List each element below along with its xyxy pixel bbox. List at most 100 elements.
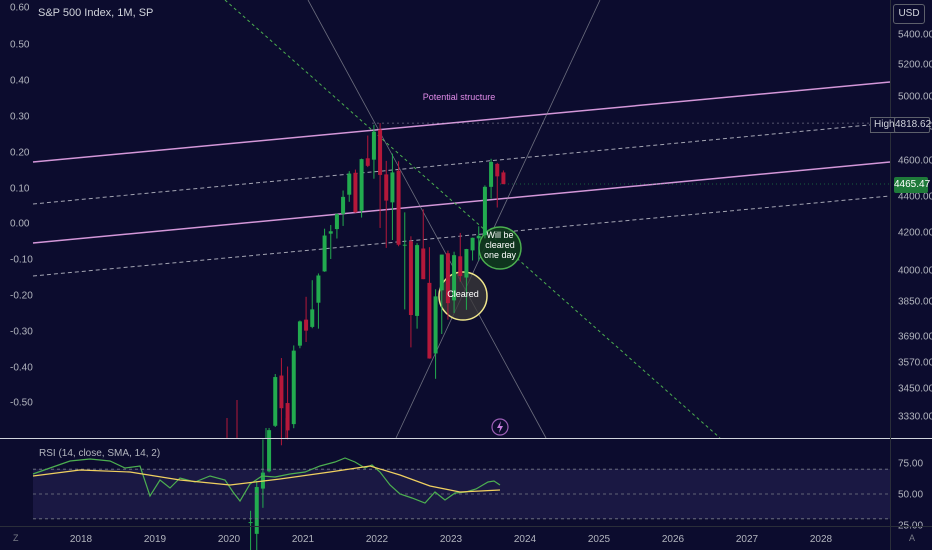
candle-body-up[interactable] bbox=[347, 173, 352, 195]
percent-tick-label: 0.20 bbox=[10, 148, 30, 159]
percent-tick-label: -0.40 bbox=[10, 363, 33, 374]
percent-tick-label: 0.00 bbox=[10, 219, 30, 230]
fan-line-down[interactable] bbox=[307, 0, 547, 439]
time-tick-label: 2023 bbox=[440, 534, 463, 545]
candle-body-down[interactable] bbox=[396, 170, 401, 245]
structure-annotation[interactable]: Potential structure bbox=[423, 92, 496, 102]
candle-body-down[interactable] bbox=[384, 174, 389, 201]
candle-body-up[interactable] bbox=[464, 249, 469, 278]
candle-body-up[interactable] bbox=[433, 296, 438, 354]
candle-body-up[interactable] bbox=[489, 161, 494, 187]
candle-body-up[interactable] bbox=[273, 377, 278, 426]
percent-tick-label: -0.50 bbox=[10, 398, 33, 409]
percent-tick-label: 0.30 bbox=[10, 112, 30, 123]
percent-tick-label: 0.10 bbox=[10, 184, 30, 195]
last-price-badge: 4465.47 bbox=[894, 177, 930, 193]
candle-body-down[interactable] bbox=[445, 253, 450, 304]
candle-body-up[interactable] bbox=[254, 487, 259, 534]
main-pane bbox=[0, 0, 890, 438]
candles-group bbox=[226, 123, 506, 550]
time-tick-label: 2024 bbox=[514, 534, 537, 545]
structure-upper-line[interactable] bbox=[32, 81, 891, 163]
rsi-indicator-label[interactable]: RSI (14, close, SMA, 14, 2) bbox=[39, 448, 161, 459]
will-be-cleared-annotation[interactable]: one day bbox=[484, 250, 517, 260]
percent-tick-label: 0.40 bbox=[10, 76, 30, 87]
candle-body-up[interactable] bbox=[470, 237, 475, 251]
candle-body-up[interactable] bbox=[476, 235, 481, 239]
will-be-cleared-annotation[interactable]: Will be bbox=[486, 230, 513, 240]
candle-body-up[interactable] bbox=[267, 430, 272, 472]
price-tick-label: 4200.00 bbox=[898, 228, 932, 239]
time-tick-label: 2025 bbox=[588, 534, 611, 545]
percent-tick-label: 0.60 bbox=[10, 3, 30, 14]
candle-body-down[interactable] bbox=[408, 241, 413, 316]
candle-body-down[interactable] bbox=[378, 129, 383, 175]
candle-body-down[interactable] bbox=[285, 403, 290, 431]
candle-body-up[interactable] bbox=[452, 255, 457, 301]
structure-lower-dashed-line[interactable] bbox=[32, 195, 891, 277]
price-tick-label: 5000.00 bbox=[898, 92, 932, 103]
time-tick-label: 2020 bbox=[218, 534, 241, 545]
time-tick-label: 2021 bbox=[292, 534, 315, 545]
price-tick-label: 3330.00 bbox=[898, 412, 932, 423]
timezone-toggle[interactable]: Z bbox=[13, 533, 19, 543]
candle-body-up[interactable] bbox=[402, 244, 407, 246]
rsi-tick-label: 75.00 bbox=[898, 459, 923, 470]
candle-body-up[interactable] bbox=[334, 214, 339, 230]
candle-body-up[interactable] bbox=[248, 522, 253, 524]
candle-body-up[interactable] bbox=[310, 309, 315, 327]
candle-body-up[interactable] bbox=[390, 172, 395, 203]
fan-line-up[interactable] bbox=[395, 0, 601, 439]
candle-body-up[interactable] bbox=[439, 254, 444, 291]
auto-scale-button[interactable]: A bbox=[909, 533, 916, 543]
will-be-cleared-annotation[interactable]: cleared bbox=[485, 240, 515, 250]
candle-body-down[interactable] bbox=[304, 319, 309, 331]
candle-body-up[interactable] bbox=[415, 245, 420, 316]
rsi-tick-label: 50.00 bbox=[898, 490, 923, 501]
currency-button[interactable]: USD bbox=[893, 4, 925, 24]
time-tick-label: 2026 bbox=[662, 534, 685, 545]
candle-body-down[interactable] bbox=[427, 282, 432, 359]
candle-body-down[interactable] bbox=[458, 256, 463, 277]
candle-body-up[interactable] bbox=[371, 131, 376, 160]
candle-body-down[interactable] bbox=[421, 248, 426, 280]
time-tick-label: 2018 bbox=[70, 534, 93, 545]
candle-body-up[interactable] bbox=[341, 196, 346, 214]
rsi-sma-line[interactable] bbox=[32, 465, 501, 493]
cleared-marker-circle[interactable] bbox=[438, 271, 488, 321]
symbol-title[interactable]: S&P 500 Index, 1M, SP bbox=[38, 7, 154, 19]
price-tick-label: 3570.00 bbox=[898, 358, 932, 369]
price-tick-label: 3690.00 bbox=[898, 332, 932, 343]
candle-body-up[interactable] bbox=[316, 275, 321, 303]
candle-body-down[interactable] bbox=[501, 172, 506, 185]
price-tick-label: 5400.00 bbox=[898, 30, 932, 41]
rsi-line[interactable] bbox=[32, 457, 501, 504]
time-tick-label: 2019 bbox=[144, 534, 167, 545]
candle-body-down[interactable] bbox=[365, 158, 370, 166]
candle-body-up[interactable] bbox=[291, 350, 296, 425]
alert-lightning-icon[interactable] bbox=[491, 418, 509, 436]
percent-tick-label: -0.30 bbox=[10, 327, 33, 338]
structure-lower-line[interactable] bbox=[32, 161, 891, 244]
candle-body-down[interactable] bbox=[353, 172, 358, 213]
candle-body-up[interactable] bbox=[328, 231, 333, 234]
time-tick-label: 2027 bbox=[736, 534, 759, 545]
percent-tick-label: -0.20 bbox=[10, 291, 33, 302]
percent-tick-label: 0.50 bbox=[10, 40, 30, 51]
lightning-glyph bbox=[497, 421, 503, 433]
candle-body-up[interactable] bbox=[482, 186, 487, 236]
cleared-annotation[interactable]: Cleared bbox=[447, 289, 479, 299]
high-price-badge: 4818.62 bbox=[894, 117, 931, 133]
price-tick-label: 3450.00 bbox=[898, 384, 932, 395]
candle-body-down[interactable] bbox=[279, 375, 284, 409]
candle-body-up[interactable] bbox=[297, 321, 302, 346]
structure-mid-dashed-line[interactable] bbox=[32, 122, 891, 205]
descending-trend-line[interactable] bbox=[224, 0, 721, 439]
price-tick-label: 4400.00 bbox=[898, 192, 932, 203]
candle-body-up[interactable] bbox=[359, 159, 364, 211]
candle-body-down[interactable] bbox=[495, 163, 500, 177]
price-tick-label: 4600.00 bbox=[898, 156, 932, 167]
candle-body-up[interactable] bbox=[322, 235, 327, 272]
price-tick-label: 3850.00 bbox=[898, 297, 932, 308]
